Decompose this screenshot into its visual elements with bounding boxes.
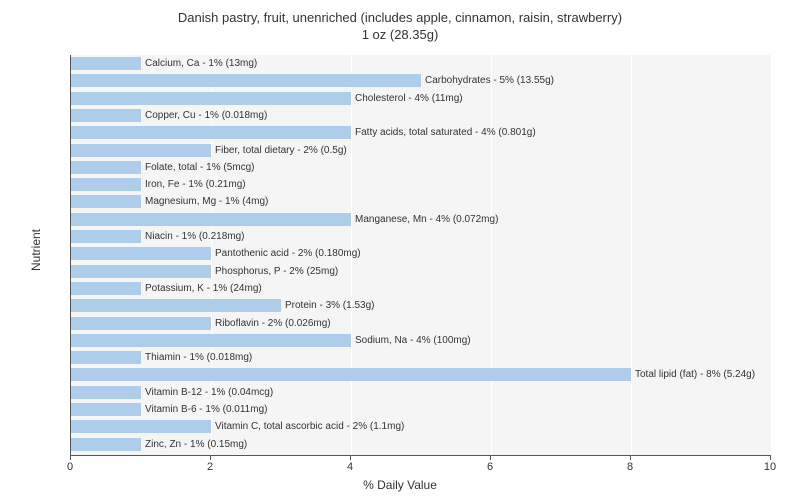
nutrient-bar	[71, 144, 211, 157]
nutrient-bar	[71, 438, 141, 451]
nutrient-bar	[71, 334, 351, 347]
nutrient-bar-label: Pantothenic acid - 2% (0.180mg)	[211, 247, 361, 260]
x-tick	[70, 455, 71, 460]
chart-container: Danish pastry, fruit, unenriched (includ…	[0, 0, 800, 500]
gridline	[771, 55, 772, 455]
nutrient-bar-label: Manganese, Mn - 4% (0.072mg)	[351, 213, 498, 226]
nutrient-bar	[71, 74, 421, 87]
nutrient-bar	[71, 317, 211, 330]
nutrient-bar	[71, 195, 141, 208]
x-tick-label: 6	[487, 461, 493, 473]
nutrient-bar	[71, 265, 211, 278]
x-tick	[630, 455, 631, 460]
nutrient-bar	[71, 282, 141, 295]
chart-title: Danish pastry, fruit, unenriched (includ…	[0, 0, 800, 44]
nutrient-bar-label: Riboflavin - 2% (0.026mg)	[211, 317, 331, 330]
nutrient-bar	[71, 403, 141, 416]
gridline	[491, 55, 492, 455]
nutrient-bar	[71, 126, 351, 139]
y-axis-label: Nutrient	[29, 229, 43, 271]
nutrient-bar-label: Calcium, Ca - 1% (13mg)	[141, 57, 257, 70]
x-tick	[350, 455, 351, 460]
nutrient-bar	[71, 161, 141, 174]
nutrient-bar-label: Niacin - 1% (0.218mg)	[141, 230, 244, 243]
nutrient-bar	[71, 351, 141, 364]
x-tick-label: 4	[347, 461, 353, 473]
x-tick-label: 10	[764, 461, 776, 473]
nutrient-bar-label: Magnesium, Mg - 1% (4mg)	[141, 195, 268, 208]
nutrient-bar	[71, 386, 141, 399]
title-line-1: Danish pastry, fruit, unenriched (includ…	[0, 10, 800, 27]
x-tick-label: 2	[207, 461, 213, 473]
x-tick	[770, 455, 771, 460]
nutrient-bar	[71, 178, 141, 191]
x-tick	[490, 455, 491, 460]
nutrient-bar	[71, 368, 631, 381]
nutrient-bar	[71, 92, 351, 105]
nutrient-bar-label: Copper, Cu - 1% (0.018mg)	[141, 109, 267, 122]
nutrient-bar-label: Total lipid (fat) - 8% (5.24g)	[631, 368, 755, 381]
gridline	[631, 55, 632, 455]
nutrient-bar	[71, 57, 141, 70]
nutrient-bar	[71, 109, 141, 122]
nutrient-bar-label: Vitamin B-12 - 1% (0.04mcg)	[141, 386, 273, 399]
title-line-2: 1 oz (28.35g)	[0, 27, 800, 44]
nutrient-bar	[71, 247, 211, 260]
nutrient-bar-label: Thiamin - 1% (0.018mg)	[141, 351, 252, 364]
nutrient-bar-label: Iron, Fe - 1% (0.21mg)	[141, 178, 246, 191]
plot-area: Calcium, Ca - 1% (13mg) Carbohydrates - 5…	[70, 55, 771, 456]
nutrient-bar	[71, 420, 211, 433]
nutrient-bar-label: Folate, total - 1% (5mcg)	[141, 161, 254, 174]
x-tick-label: 0	[67, 461, 73, 473]
nutrient-bar-label: Protein - 3% (1.53g)	[281, 299, 375, 312]
nutrient-bar-label: Cholesterol - 4% (11mg)	[351, 92, 463, 105]
nutrient-bar-label: Phosphorus, P - 2% (25mg)	[211, 265, 338, 278]
nutrient-bar-label: Potassium, K - 1% (24mg)	[141, 282, 262, 295]
nutrient-bar	[71, 299, 281, 312]
nutrient-bar-label: Fiber, total dietary - 2% (0.5g)	[211, 144, 347, 157]
nutrient-bar-label: Sodium, Na - 4% (100mg)	[351, 334, 471, 347]
x-tick	[210, 455, 211, 460]
nutrient-bar-label: Zinc, Zn - 1% (0.15mg)	[141, 438, 247, 451]
nutrient-bar	[71, 213, 351, 226]
nutrient-bar-label: Carbohydrates - 5% (13.55g)	[421, 74, 554, 87]
nutrient-bar-label: Vitamin B-6 - 1% (0.011mg)	[141, 403, 267, 416]
nutrient-bar	[71, 230, 141, 243]
nutrient-bar-label: Vitamin C, total ascorbic acid - 2% (1.1…	[211, 420, 404, 433]
x-axis-label: % Daily Value	[363, 478, 437, 492]
x-tick-label: 8	[627, 461, 633, 473]
nutrient-bar-label: Fatty acids, total saturated - 4% (0.801…	[351, 126, 536, 139]
